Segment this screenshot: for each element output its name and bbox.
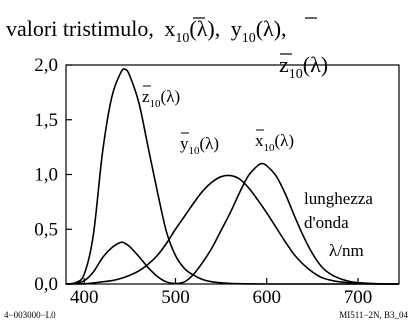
xlabel-line3: λ/nm bbox=[329, 241, 364, 260]
xlabel-line2: d'onda bbox=[304, 213, 349, 232]
y-tick-label: 2,0 bbox=[34, 55, 58, 76]
footer-right: MI511−2N, B3_04 bbox=[339, 310, 408, 320]
y-tick-label: 0,0 bbox=[34, 274, 58, 295]
y-tick-label: 1,0 bbox=[34, 165, 58, 186]
title-y10-symbol: y bbox=[231, 16, 242, 41]
x-tick-label: 400 bbox=[70, 287, 99, 308]
series-z10-line bbox=[65, 68, 399, 285]
title-x10-sub: 10 bbox=[175, 31, 189, 46]
label-z10: z10(λ) bbox=[142, 87, 180, 110]
x-axis: 400 500 600 700 bbox=[70, 278, 372, 308]
series-y10-line bbox=[65, 174, 400, 285]
series-curves bbox=[65, 68, 400, 285]
x-tick-label: 500 bbox=[161, 287, 190, 308]
x-tick-label: 700 bbox=[344, 287, 373, 308]
title-line1: valori tristimulo, bbox=[6, 16, 154, 41]
series-x10-line bbox=[65, 162, 400, 285]
y-tick-label: 1,5 bbox=[34, 110, 58, 131]
label-x10: x10(λ) bbox=[255, 131, 294, 154]
footer-left: 4−003000−L0 bbox=[4, 310, 56, 320]
xlabel-line1: lunghezza bbox=[304, 189, 373, 208]
x-tick-label: 600 bbox=[252, 287, 281, 308]
title-x10-symbol: x bbox=[164, 16, 175, 41]
title-y10-sub: 10 bbox=[242, 31, 256, 46]
y-tick-label: 0,5 bbox=[34, 219, 58, 240]
label-y10: y10(λ) bbox=[180, 134, 219, 157]
chart-title: valori tristimulo, x10(λ), y10(λ), bbox=[6, 16, 287, 46]
